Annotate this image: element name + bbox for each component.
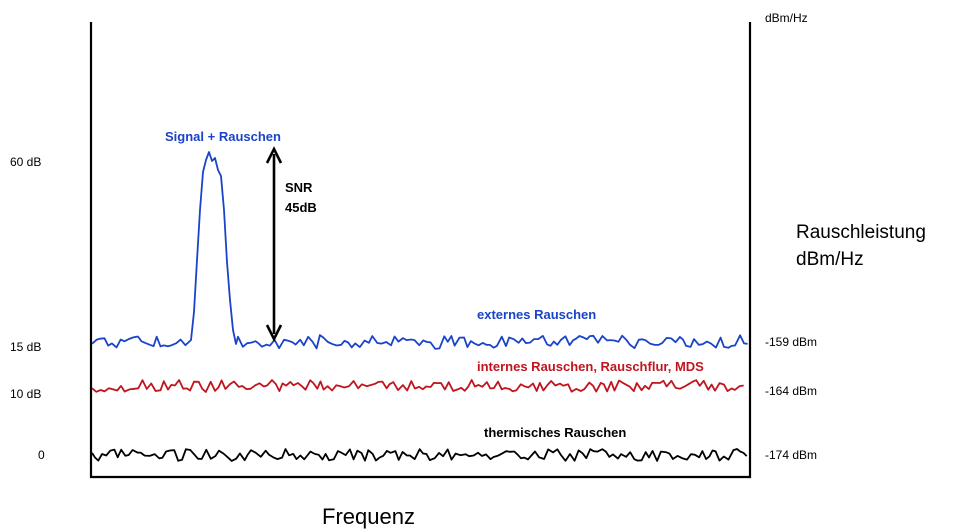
- thermal-noise-curve: [91, 448, 748, 462]
- internal-noise-curve: [91, 379, 744, 393]
- external-noise-label: externes Rauschen: [477, 307, 596, 322]
- right-tick-164: -164 dBm: [765, 384, 817, 398]
- external-noise-curve: [91, 151, 748, 350]
- internal-noise-label: internes Rauschen, Rauschflur, MDS: [477, 359, 704, 374]
- x-axis-label: Frequenz: [322, 504, 415, 529]
- snr-arrow: [265, 146, 283, 342]
- right-axis-unit: dBm/Hz: [765, 11, 808, 25]
- signal-label: Signal + Rauschen: [165, 129, 281, 144]
- right-tick-159: -159 dBm: [765, 335, 817, 349]
- right-axis-title-line1: Rauschleistung: [796, 222, 926, 243]
- right-tick-174: -174 dBm: [765, 448, 817, 462]
- right-axis-title-line2: dBm/Hz: [796, 249, 864, 270]
- left-tick-15db: 15 dB: [10, 340, 41, 354]
- thermal-noise-label: thermisches Rauschen: [484, 425, 626, 440]
- snr-value: 45dB: [285, 200, 317, 215]
- left-tick-60db: 60 dB: [10, 155, 41, 169]
- left-tick-0: 0: [38, 448, 45, 462]
- snr-label: SNR: [285, 180, 313, 195]
- left-tick-10db: 10 dB: [10, 387, 41, 401]
